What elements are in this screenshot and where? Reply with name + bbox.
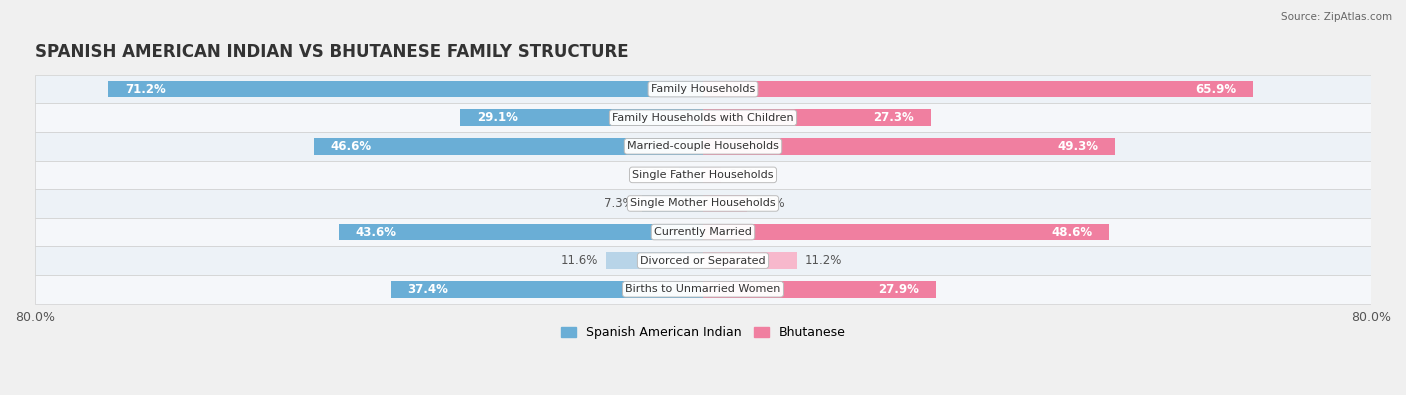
Bar (35, 189, 1371, 218)
Bar (679, 167, 703, 183)
Bar (703, 81, 1253, 98)
Text: 46.6%: 46.6% (330, 140, 371, 153)
Text: 48.6%: 48.6% (1052, 226, 1092, 239)
Text: Births to Unmarried Women: Births to Unmarried Women (626, 284, 780, 294)
Text: 27.9%: 27.9% (879, 283, 920, 296)
Bar (703, 167, 720, 183)
Text: 37.4%: 37.4% (408, 283, 449, 296)
Bar (703, 281, 936, 297)
Bar (314, 138, 703, 154)
Bar (606, 252, 703, 269)
Text: Family Households with Children: Family Households with Children (612, 113, 794, 123)
Bar (643, 195, 703, 212)
Bar (391, 281, 703, 297)
Text: 71.2%: 71.2% (125, 83, 166, 96)
Text: Divorced or Separated: Divorced or Separated (640, 256, 766, 265)
Bar (35, 103, 1371, 132)
Text: Single Father Households: Single Father Households (633, 170, 773, 180)
Bar (35, 161, 1371, 189)
Bar (703, 252, 797, 269)
Text: 49.3%: 49.3% (1057, 140, 1098, 153)
Text: Family Households: Family Households (651, 84, 755, 94)
Bar (703, 138, 1115, 154)
Text: 11.6%: 11.6% (561, 254, 598, 267)
Text: 29.1%: 29.1% (477, 111, 517, 124)
Text: 65.9%: 65.9% (1195, 83, 1236, 96)
Bar (703, 109, 931, 126)
Text: 7.3%: 7.3% (605, 197, 634, 210)
Bar (35, 132, 1371, 161)
Text: SPANISH AMERICAN INDIAN VS BHUTANESE FAMILY STRUCTURE: SPANISH AMERICAN INDIAN VS BHUTANESE FAM… (35, 43, 628, 61)
Bar (703, 195, 747, 212)
Text: 43.6%: 43.6% (356, 226, 396, 239)
Text: 5.3%: 5.3% (755, 197, 785, 210)
Legend: Spanish American Indian, Bhutanese: Spanish American Indian, Bhutanese (555, 321, 851, 344)
Bar (35, 218, 1371, 246)
Text: 27.3%: 27.3% (873, 111, 914, 124)
Bar (339, 224, 703, 240)
Text: Source: ZipAtlas.com: Source: ZipAtlas.com (1281, 12, 1392, 22)
Bar (460, 109, 703, 126)
Bar (35, 275, 1371, 303)
Text: Married-couple Households: Married-couple Households (627, 141, 779, 151)
Bar (35, 75, 1371, 103)
Text: 2.1%: 2.1% (728, 168, 759, 181)
Text: 11.2%: 11.2% (804, 254, 842, 267)
Bar (35, 246, 1371, 275)
Bar (108, 81, 703, 98)
Text: Single Mother Households: Single Mother Households (630, 198, 776, 209)
Text: 2.9%: 2.9% (641, 168, 671, 181)
Text: Currently Married: Currently Married (654, 227, 752, 237)
Bar (703, 224, 1109, 240)
